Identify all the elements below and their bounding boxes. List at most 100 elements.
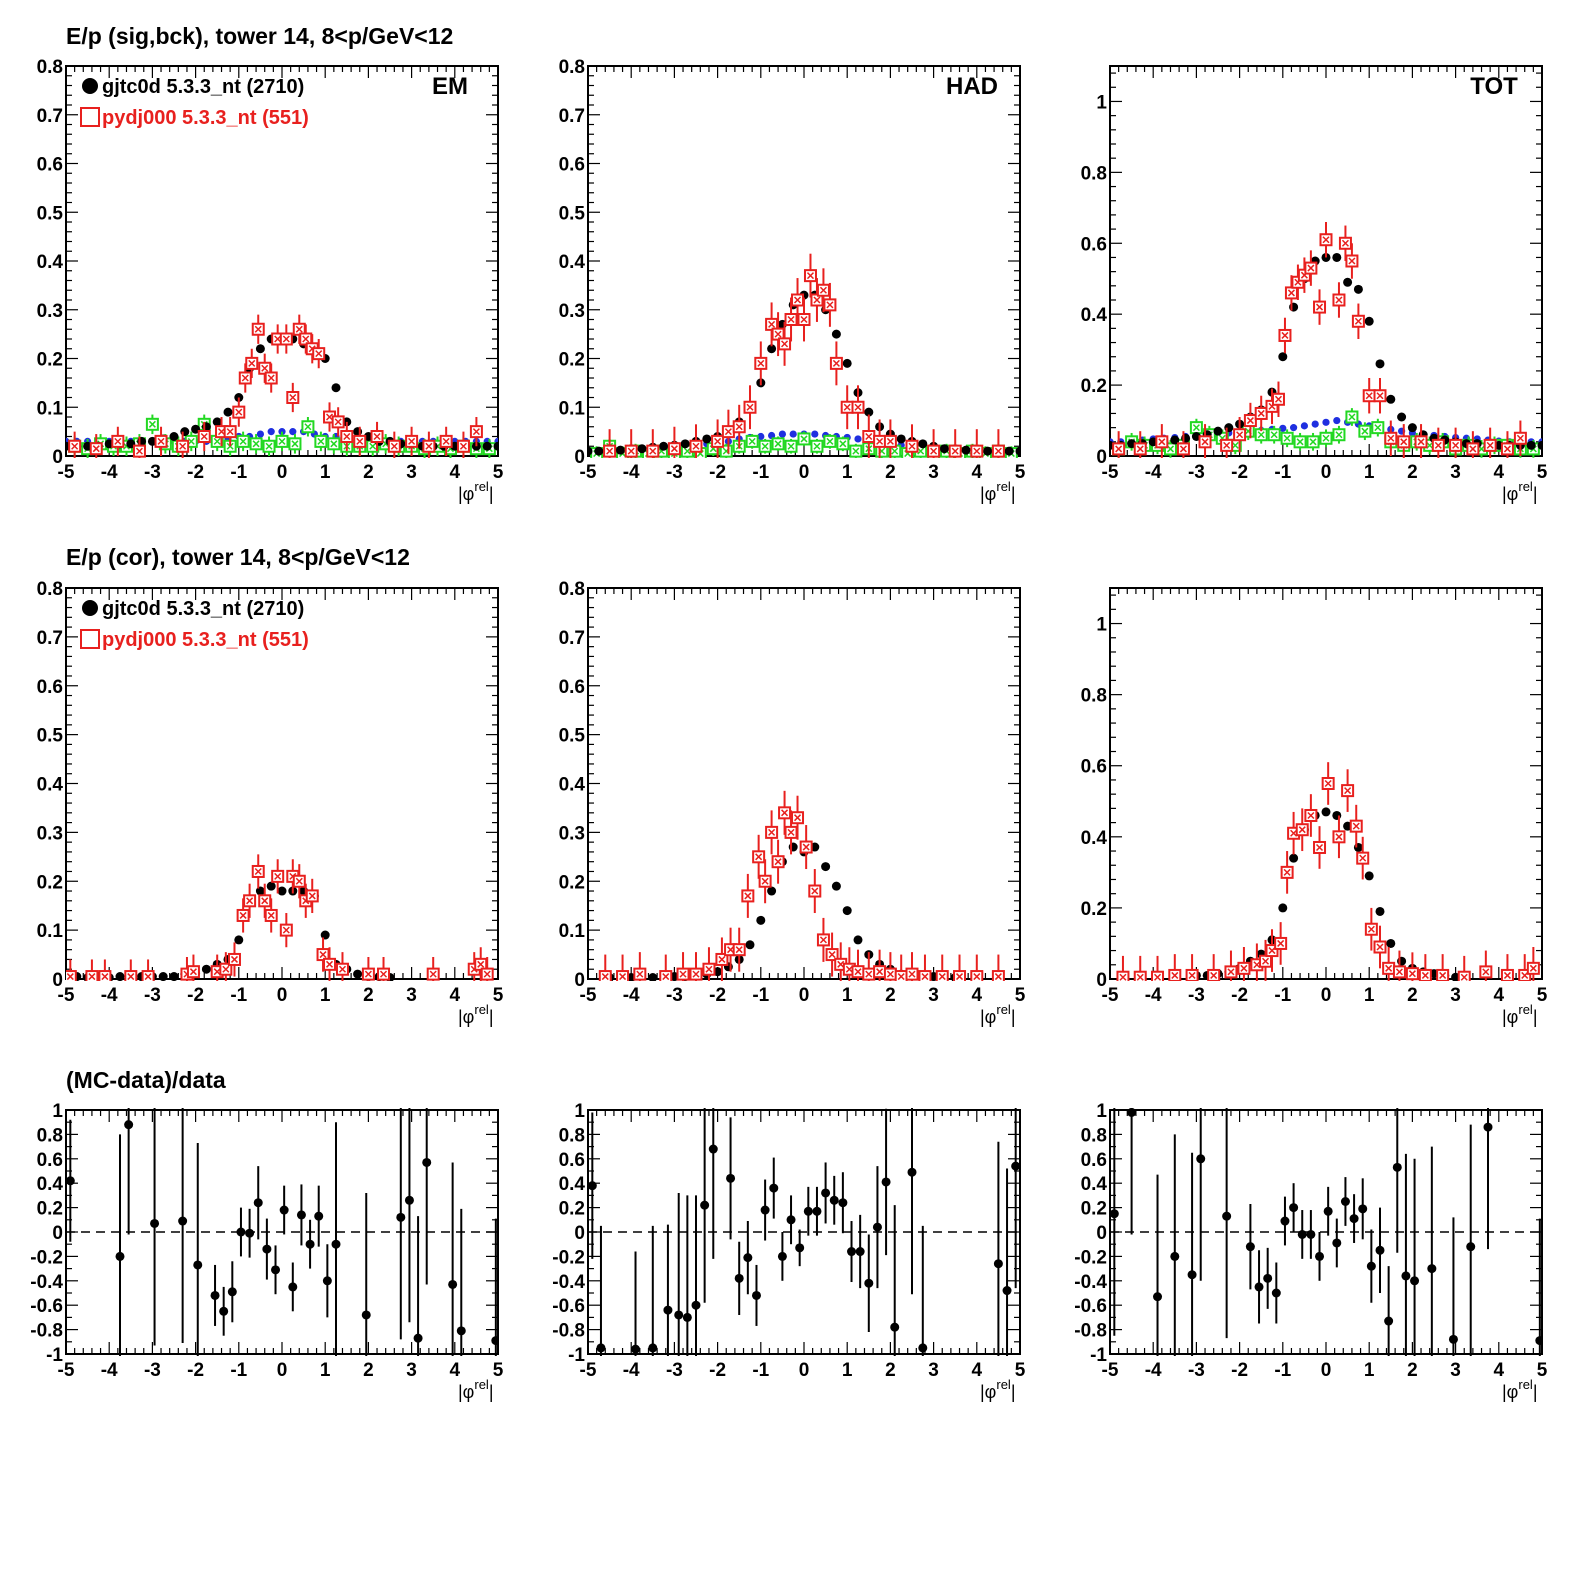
- x-tick-label: 1: [842, 985, 853, 1006]
- data-point: [918, 439, 928, 449]
- mc-point-cross: [744, 892, 752, 900]
- data-point: [1353, 284, 1363, 294]
- x-tick-label: 1: [842, 462, 853, 483]
- ratio-point: [769, 1183, 779, 1193]
- mc-point-cross: [114, 437, 122, 445]
- mc-point-cross: [735, 946, 743, 954]
- ratio-point: [396, 1212, 406, 1222]
- x-tick-label: -1: [230, 462, 247, 483]
- data-point: [1537, 440, 1542, 450]
- mc-point-cross: [1277, 939, 1285, 947]
- x-tick-label: 5: [493, 985, 504, 1006]
- mc-point-cross: [1307, 264, 1315, 272]
- mc-point-cross: [813, 442, 821, 450]
- mc-point-cross: [746, 403, 754, 411]
- x-tick-label: 4: [1494, 462, 1505, 483]
- x-tick-label: -3: [1188, 1360, 1205, 1381]
- mc-point-cross: [334, 418, 342, 426]
- x-tick-label: 2: [1407, 985, 1418, 1006]
- mc-point-cross: [973, 447, 981, 455]
- bck-data-point: [267, 428, 275, 436]
- x-axis-label: |φrel|: [1502, 1377, 1538, 1402]
- mc-point-cross: [189, 968, 197, 976]
- y-tick-label: 0.1: [37, 398, 64, 419]
- mc-point-cross: [1354, 317, 1362, 325]
- mc-point-cross: [1298, 826, 1306, 834]
- data-point: [831, 881, 841, 891]
- x-tick-label: 3: [928, 1360, 939, 1381]
- mc-point-cross: [230, 955, 239, 963]
- ratio-point: [631, 1344, 641, 1354]
- x-tick-label: -5: [1102, 1360, 1119, 1381]
- x-tick-label: 5: [1537, 1360, 1548, 1381]
- data-point: [745, 940, 755, 950]
- y-tick-label: 0.5: [37, 203, 64, 224]
- mc-point-cross: [1400, 438, 1408, 446]
- ratio-point: [491, 1336, 498, 1346]
- x-tick-label: -2: [1231, 985, 1248, 1006]
- mc-point-cross: [282, 335, 290, 343]
- x-tick-label: -4: [623, 1360, 640, 1381]
- y-tick-label: 1: [52, 1101, 63, 1122]
- legend-label-mc: pydj000 5.3.3_nt (551): [102, 107, 309, 129]
- x-tick-label: -3: [666, 985, 683, 1006]
- mc-point-cross: [662, 973, 670, 981]
- y-tick-label: -0.2: [30, 1247, 63, 1268]
- mc-point-cross: [390, 442, 398, 450]
- y-tick-label: 0: [574, 447, 585, 468]
- ratio-point: [456, 1326, 466, 1336]
- mc-point-cross: [781, 340, 789, 348]
- mc-point-cross: [865, 432, 873, 441]
- y-tick-label: 0.2: [1081, 1199, 1107, 1220]
- y-tick-label: 0.1: [37, 921, 64, 942]
- y-tick-label: 0.6: [37, 155, 63, 176]
- mc-point-cross: [1324, 779, 1332, 788]
- x-tick-label: 3: [1450, 462, 1461, 483]
- ratio-point: [66, 1176, 75, 1186]
- ratio-point: [708, 1144, 718, 1154]
- mc-point-cross: [813, 296, 821, 304]
- x-tick-label: -5: [580, 1360, 597, 1381]
- ratio-point: [1392, 1162, 1402, 1172]
- mc-point-cross: [845, 965, 853, 973]
- mc-point-cross: [1521, 971, 1529, 979]
- ratio-point: [829, 1195, 839, 1205]
- x-tick-label: 5: [493, 1360, 504, 1381]
- mc-point-cross: [1166, 445, 1175, 453]
- y-tick-label: 0.8: [559, 579, 585, 600]
- data-point: [1170, 435, 1180, 445]
- mc-point-cross: [1287, 289, 1295, 297]
- y-tick-label: 0.6: [1081, 234, 1107, 255]
- ratio-point: [448, 1279, 458, 1289]
- x-tick-label: -3: [144, 462, 161, 483]
- data-point: [588, 446, 593, 456]
- y-tick-label: 0.8: [559, 57, 585, 78]
- x-tick-label: 5: [1015, 1360, 1026, 1381]
- data-point: [864, 407, 874, 417]
- mc-point-cross: [1417, 438, 1425, 446]
- mc-point-cross: [241, 374, 249, 382]
- mc-point-cross: [226, 428, 234, 436]
- ratio-point: [1153, 1292, 1163, 1302]
- data-point: [1397, 412, 1407, 422]
- mc-point-cross: [92, 445, 100, 453]
- mc-point-cross: [261, 897, 269, 905]
- mc-point-cross: [606, 447, 614, 455]
- mc-point-cross: [826, 437, 834, 445]
- y-tick-label: 1: [1096, 92, 1107, 113]
- mc-point-cross: [800, 315, 808, 324]
- data-point: [1343, 277, 1353, 287]
- mc-point-cross: [235, 408, 243, 416]
- data-point: [767, 344, 777, 354]
- ratio-point: [314, 1211, 324, 1221]
- legend-marker-data: [82, 78, 98, 94]
- x-tick-label: -2: [187, 462, 204, 483]
- data-point: [648, 973, 658, 981]
- mc-point-cross: [781, 809, 789, 817]
- mc-point-cross: [891, 447, 899, 455]
- x-tick-label: 0: [1321, 985, 1332, 1006]
- mc-point-cross: [304, 423, 312, 431]
- x-axis-label: |φrel|: [1502, 479, 1538, 504]
- ratio-point: [413, 1333, 423, 1343]
- panel-r2-c1: -5 -4 -3 -2 -1 0 1 2 3 4 5 -1 -0.8 -0.6 -0.4 -0.2 0 0.2 0.…: [552, 1101, 1026, 1402]
